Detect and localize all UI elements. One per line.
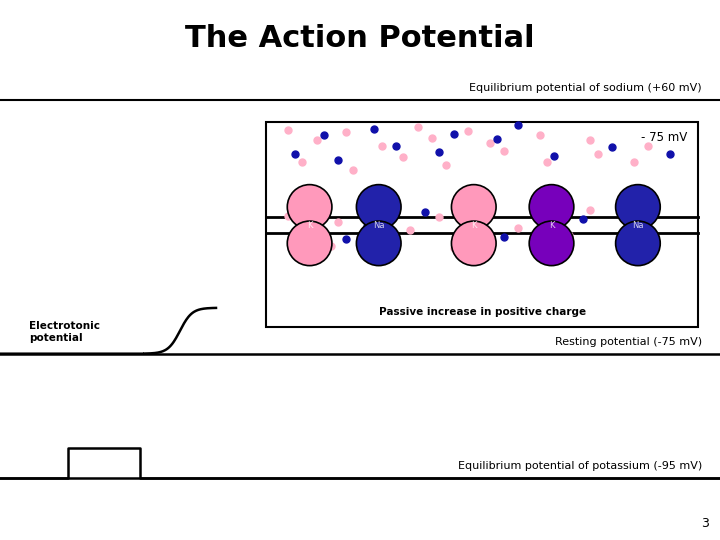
Text: Equilibrium potential of sodium (+60 mV): Equilibrium potential of sodium (+60 mV) bbox=[469, 83, 702, 93]
Text: Equilibrium potential of potassium (-95 mV): Equilibrium potential of potassium (-95 … bbox=[458, 461, 702, 471]
Text: Na: Na bbox=[632, 221, 644, 230]
Ellipse shape bbox=[356, 221, 401, 266]
Ellipse shape bbox=[616, 185, 660, 229]
Ellipse shape bbox=[616, 221, 660, 266]
FancyBboxPatch shape bbox=[266, 122, 698, 327]
Ellipse shape bbox=[356, 185, 401, 229]
Ellipse shape bbox=[451, 221, 496, 266]
Text: Na: Na bbox=[373, 221, 384, 230]
Text: Electrotonic
potential: Electrotonic potential bbox=[29, 321, 100, 343]
Text: 3: 3 bbox=[701, 517, 709, 530]
Text: The Action Potential: The Action Potential bbox=[185, 24, 535, 53]
Ellipse shape bbox=[451, 185, 496, 229]
Text: Resting potential (-75 mV): Resting potential (-75 mV) bbox=[555, 337, 702, 347]
Ellipse shape bbox=[529, 221, 574, 266]
Ellipse shape bbox=[287, 221, 332, 266]
Ellipse shape bbox=[287, 185, 332, 229]
Text: Passive increase in positive charge: Passive increase in positive charge bbox=[379, 307, 586, 317]
Text: K: K bbox=[307, 221, 312, 230]
Ellipse shape bbox=[529, 185, 574, 229]
Text: - 75 mV: - 75 mV bbox=[642, 131, 688, 144]
Text: K: K bbox=[549, 221, 554, 230]
Text: K: K bbox=[471, 221, 477, 230]
